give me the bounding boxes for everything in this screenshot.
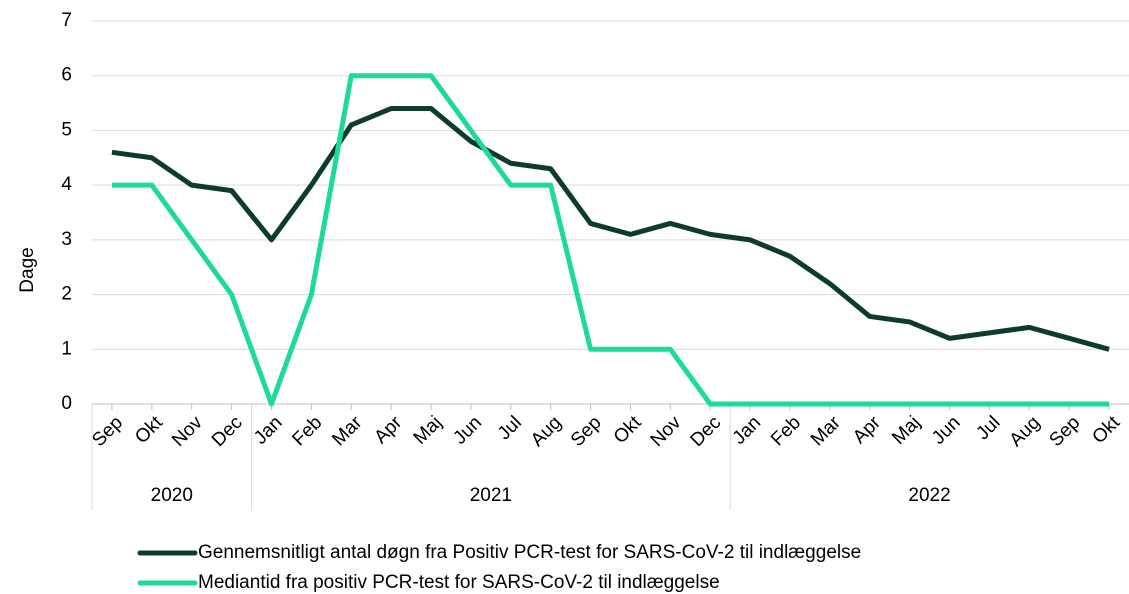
x-tick-label: Okt (610, 412, 646, 448)
y-tick-label: 5 (61, 119, 72, 140)
group-label: 2021 (470, 485, 512, 506)
group-label: 2020 (151, 485, 193, 506)
x-tick-label: Aug (527, 412, 566, 451)
legend-label: Mediantid fra positiv PCR-test for SARS-… (198, 572, 720, 593)
x-tick-label: Maj (888, 412, 925, 449)
x-tick-label: Apr (849, 412, 885, 448)
legend-label: Gennemsnitligt antal døgn fra Positiv PC… (198, 542, 861, 563)
x-tick-label: Aug (1006, 412, 1045, 451)
x-tick-label: Sep (88, 412, 127, 451)
x-tick-label: Okt (131, 412, 167, 448)
x-tick-label: Jul (494, 412, 526, 444)
x-tick-label: Jun (928, 412, 965, 449)
x-tick-label: Nov (647, 412, 686, 451)
series-line (111, 106, 1110, 352)
x-tick-label: Okt (1088, 412, 1124, 448)
x-tick-label: Nov (168, 412, 207, 451)
y-tick-label: 6 (61, 65, 72, 86)
x-tick-label: Apr (370, 412, 406, 448)
x-tick-label: Jul (972, 412, 1004, 444)
x-tick-label: Jan (729, 412, 766, 449)
x-tick-label: Feb (288, 412, 326, 450)
y-tick-label: 2 (61, 284, 72, 305)
y-tick-label: 0 (61, 393, 72, 414)
x-tick-label: Maj (410, 412, 447, 449)
x-tick-label: Feb (767, 412, 805, 450)
x-tick-label: Dec (208, 412, 247, 451)
group-label: 2022 (908, 485, 950, 506)
y-tick-label: 1 (61, 338, 72, 359)
y-tick-label: 3 (61, 229, 72, 250)
x-tick-label: Mar (328, 412, 366, 450)
y-tick-label: 7 (61, 10, 72, 31)
x-tick-label: Dec (687, 412, 726, 451)
x-tick-label: Jan (250, 412, 287, 449)
y-tick-label: 4 (61, 174, 72, 195)
x-tick-label: Jun (449, 412, 486, 449)
y-axis-label: Dage (17, 247, 38, 292)
x-tick-label: Mar (807, 412, 845, 450)
x-tick-label: Sep (1045, 412, 1084, 451)
series-line (111, 73, 1110, 407)
x-tick-label: Sep (567, 412, 606, 451)
